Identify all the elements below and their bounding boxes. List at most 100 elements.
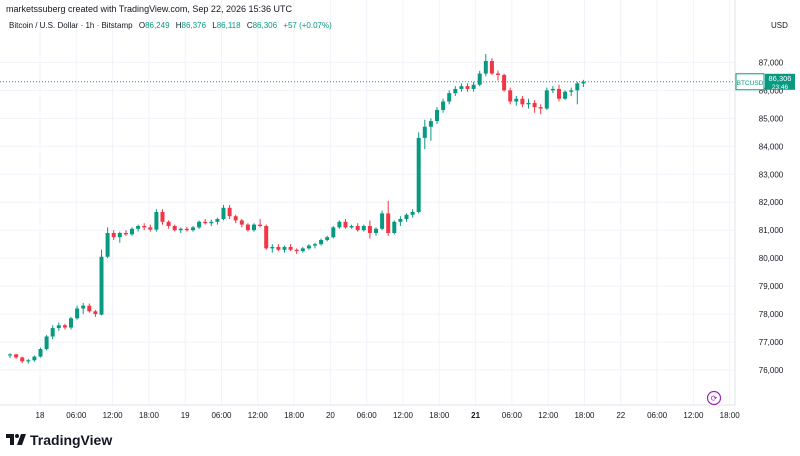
candle-body — [331, 227, 336, 238]
candle — [38, 347, 43, 358]
candle — [93, 309, 98, 317]
candle-body — [62, 325, 67, 328]
candle-body — [50, 328, 55, 337]
x-tick-label: 06:00 — [647, 411, 668, 420]
candle — [569, 87, 574, 96]
candle-body — [160, 212, 165, 222]
candle — [410, 209, 415, 218]
candle — [337, 220, 342, 229]
price-axis[interactable]: 76,000 77,000 78,000 79,000 80,000 81,000 82,0… — [759, 58, 784, 375]
tradingview-logo[interactable]: TradingView — [6, 430, 112, 450]
candle-body — [447, 93, 452, 102]
candle-body — [258, 224, 263, 226]
candle — [184, 226, 189, 232]
candle-body — [337, 221, 342, 228]
candle-body — [502, 74, 507, 91]
candle-body — [520, 98, 525, 105]
legend-low: 86,118 — [216, 21, 241, 30]
candle-body — [343, 221, 348, 228]
legend-low-label: L — [212, 21, 217, 30]
price-tag-value-background — [765, 73, 795, 90]
candle — [563, 90, 568, 101]
legend-open: 86,249 — [145, 21, 170, 30]
candle — [557, 84, 561, 102]
y-tick-label: 76,000 — [759, 366, 784, 375]
candle-body — [538, 107, 543, 109]
candle-body — [252, 224, 256, 231]
candles — [8, 53, 586, 364]
candle — [288, 244, 293, 252]
time-axis[interactable]: 18 06:00 12:00 18:00 19 06:00 12:00 18:00 20 06:0… — [36, 411, 741, 420]
candle-body — [319, 239, 324, 245]
candle-body — [489, 60, 494, 74]
candle — [526, 98, 531, 109]
candle-body — [575, 83, 580, 91]
candle — [380, 210, 385, 231]
candle — [453, 86, 458, 96]
candle-body — [282, 246, 287, 250]
candle-body — [197, 221, 202, 228]
candle — [532, 100, 537, 113]
replay-icon[interactable]: ⟳ — [706, 390, 722, 406]
candle — [489, 58, 494, 75]
candle-body — [526, 102, 531, 105]
candle — [245, 223, 250, 232]
candle — [343, 219, 348, 229]
price-tag-price: 86,306 — [769, 74, 792, 83]
price-tag-background — [735, 73, 765, 91]
candle — [459, 83, 464, 92]
candle — [313, 242, 317, 249]
candle — [203, 219, 208, 225]
legend-high-label: H — [175, 21, 182, 30]
candle-body — [209, 221, 214, 224]
candle — [191, 225, 195, 232]
candle-body — [276, 246, 281, 250]
candle — [154, 209, 159, 232]
candle-body — [75, 308, 80, 319]
candle — [62, 323, 67, 330]
x-tick-label: 06:00 — [211, 411, 232, 420]
candle — [20, 356, 25, 364]
candle — [300, 246, 305, 253]
candle — [105, 227, 110, 259]
candle-body — [81, 305, 86, 309]
candle-body — [569, 90, 574, 92]
candle-body — [508, 90, 513, 102]
candle-body — [178, 228, 183, 231]
candle — [111, 230, 116, 240]
candle-body — [453, 88, 458, 94]
y-tick-label: 87,000 — [759, 58, 784, 67]
candle-body — [483, 60, 488, 74]
candle — [465, 83, 470, 92]
currency-label[interactable]: USD — [771, 21, 788, 30]
candle — [227, 205, 232, 219]
candle-body — [148, 227, 153, 230]
candle-body — [111, 232, 116, 238]
candle-body — [105, 232, 110, 257]
candle-body — [117, 232, 122, 238]
legend-close: 86,306 — [252, 21, 278, 30]
candle — [435, 107, 439, 124]
candle — [575, 81, 580, 105]
candle-body — [313, 244, 317, 246]
candle — [502, 73, 507, 92]
grid-lines — [0, 0, 735, 405]
candle — [319, 238, 324, 246]
candle — [398, 216, 403, 226]
candle — [550, 86, 555, 94]
candle — [209, 219, 214, 226]
candle — [508, 87, 513, 105]
x-tick-label: 18:00 — [284, 411, 305, 420]
candle-body — [441, 101, 446, 110]
candle-body — [367, 225, 372, 233]
y-tick-label: 82,000 — [759, 198, 784, 207]
candle-body — [416, 137, 421, 213]
candle-body — [306, 245, 311, 249]
candle — [331, 225, 336, 239]
candle-body — [422, 126, 427, 138]
candle — [56, 322, 61, 331]
candle — [361, 224, 366, 232]
svg-text:⟳: ⟳ — [711, 394, 718, 403]
candle — [8, 353, 12, 359]
